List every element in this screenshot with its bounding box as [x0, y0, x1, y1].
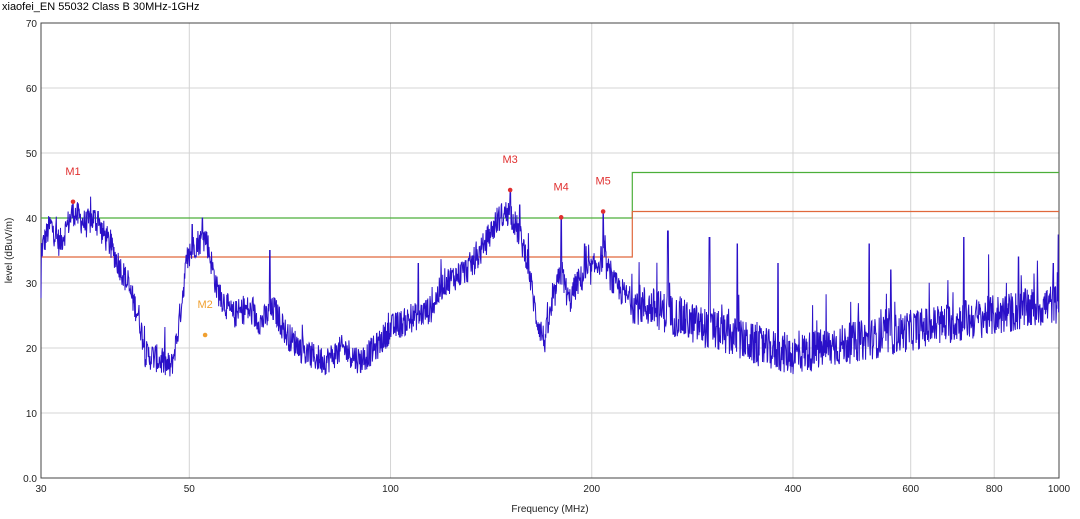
marker-point — [507, 187, 513, 193]
markers: M1 M2 M3 M4 M5 — [65, 154, 611, 338]
y-tick-label: 20 — [26, 344, 38, 355]
marker-point — [202, 332, 208, 338]
limit-line — [41, 171, 1059, 219]
marker-label: M1 — [65, 166, 80, 178]
y-tick-label: 50 — [26, 149, 38, 160]
y-axis-label: level (dBuV/m) — [4, 218, 15, 284]
y-tick-label: 0.0 — [23, 474, 37, 485]
marker-label: M3 — [503, 154, 518, 166]
y-tick-label: 30 — [26, 279, 38, 290]
x-tick-label: 50 — [184, 484, 196, 495]
x-tick-label: 100 — [382, 484, 399, 495]
x-tick-labels: 30 50 100 200 400 600 800 1000 — [35, 484, 1070, 495]
limit-line — [41, 210, 1059, 258]
x-tick-label: 1000 — [1048, 484, 1071, 495]
plot-frame — [40, 22, 1060, 479]
y-tick-labels: 0.0 10 20 30 40 50 60 70 — [23, 19, 37, 485]
y-tick-label: 40 — [26, 214, 38, 225]
x-tick-label: 200 — [583, 484, 600, 495]
grid — [41, 23, 1059, 478]
chart-title: xiaofei_EN 55032 Class B 30MHz-1GHz — [2, 1, 200, 13]
y-tick-label: 10 — [26, 409, 38, 420]
marker-point — [70, 199, 76, 205]
y-tick-label: 60 — [26, 84, 38, 95]
y-tick-label: 70 — [26, 19, 38, 30]
x-tick-label: 400 — [785, 484, 802, 495]
marker-label: M4 — [554, 181, 569, 193]
trace-line — [40, 189, 1060, 377]
x-axis-label: Frequency (MHz) — [511, 504, 588, 515]
x-tick-label: 30 — [35, 484, 47, 495]
x-tick-label: 800 — [986, 484, 1003, 495]
marker-label: M5 — [596, 176, 611, 188]
marker-point — [600, 209, 606, 214]
limit-lines — [41, 171, 1059, 258]
marker-point — [558, 215, 564, 220]
x-tick-label: 600 — [902, 484, 919, 495]
marker-label: M2 — [197, 299, 212, 311]
